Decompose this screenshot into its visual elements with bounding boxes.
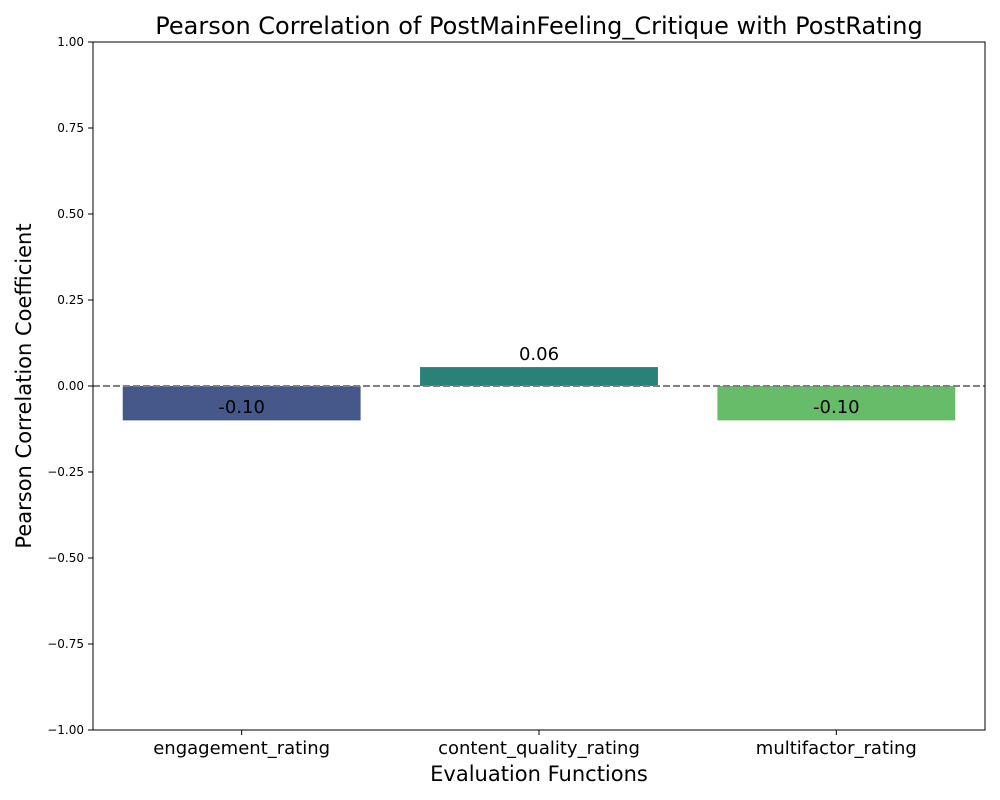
bars-group: [122, 367, 956, 421]
y-tick-label: 0.50: [57, 207, 84, 221]
y-tick-label: 0.00: [57, 379, 84, 393]
bar-content_quality_rating: [420, 367, 658, 386]
y-tick-label: −0.25: [47, 465, 84, 479]
x-tick-label: engagement_rating: [153, 738, 330, 759]
data-label-engagement_rating: -0.10: [218, 397, 265, 418]
y-tick-label: −0.75: [47, 637, 84, 651]
bar-multifactor_rating: [717, 386, 956, 421]
data-labels-group: -0.10 0.06 -0.10: [218, 344, 859, 418]
data-label-content_quality_rating: 0.06: [519, 344, 559, 365]
x-tick-label: content_quality_rating: [438, 738, 640, 759]
y-axis-title: Pearson Correlation Coefficient: [12, 223, 36, 548]
y-tick-label: 0.25: [57, 293, 84, 307]
y-tick-label: −0.50: [47, 551, 84, 565]
chart-title: Pearson Correlation of PostMainFeeling_C…: [155, 12, 922, 40]
bar-engagement_rating: [122, 386, 361, 421]
y-tick-label: 1.00: [57, 35, 84, 49]
x-axis: engagement_rating content_quality_rating m…: [153, 730, 917, 759]
x-axis-title: Evaluation Functions: [430, 762, 648, 786]
x-tick-label: multifactor_rating: [756, 738, 917, 759]
y-axis: 1.00 0.75 0.50 0.25 0.00 −0.25 −0.50 −0.75 −1.00: [47, 35, 93, 737]
data-label-multifactor_rating: -0.10: [813, 397, 860, 418]
y-tick-label: −1.00: [47, 723, 84, 737]
y-tick-label: 0.75: [57, 121, 84, 135]
